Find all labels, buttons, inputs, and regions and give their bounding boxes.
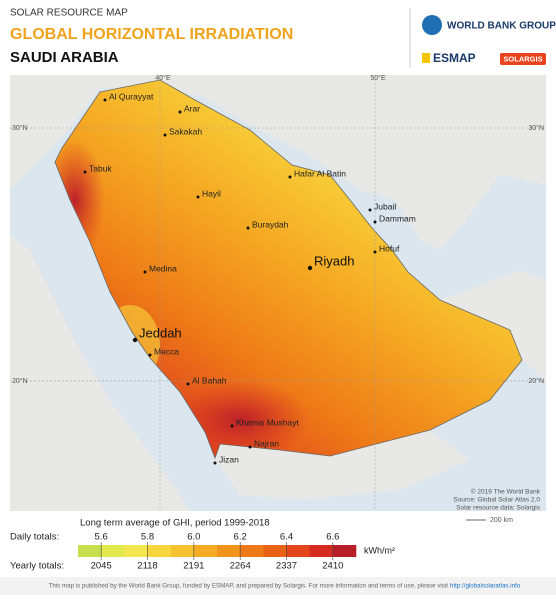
credit: © 2019 The World Bank — [471, 488, 541, 496]
city-label: Mecca — [154, 346, 179, 356]
city-dot — [186, 382, 190, 386]
legend-swatch — [217, 545, 241, 557]
city-dot — [83, 170, 87, 174]
legend-swatch — [240, 545, 264, 557]
scale-label: 200 km — [490, 517, 513, 524]
city-dot — [163, 133, 167, 137]
footer-link[interactable]: http://globalsolaratlas.info — [450, 583, 521, 590]
legend-swatch — [286, 545, 310, 557]
world-bank-logo: WORLD BANK GROUP — [447, 21, 556, 32]
city-dot — [213, 461, 217, 465]
city-label: Jizan — [219, 454, 239, 464]
lat-label: 30°N — [12, 124, 28, 132]
city-label: Sakakah — [169, 126, 202, 136]
city-dot — [373, 250, 377, 254]
city-dot — [132, 337, 138, 343]
city-dot — [103, 98, 107, 102]
footer-text: This map is published by the World Bank … — [49, 583, 449, 590]
city-dot — [148, 353, 152, 357]
city-label: Hafar Al Batin — [294, 168, 346, 178]
city-label: Hayil — [202, 188, 221, 198]
land-north — [10, 75, 546, 250]
city-dot — [143, 270, 147, 274]
solargis-badge — [500, 53, 546, 65]
legend-swatch — [147, 545, 171, 557]
city-dot — [178, 110, 182, 114]
yearly-label: Yearly totals: — [10, 561, 64, 572]
city-label: Dammam — [379, 213, 416, 223]
border — [54, 79, 523, 460]
city-label: Medina — [149, 263, 177, 273]
esmap-logo: ESMAP — [433, 51, 476, 65]
legend-swatch — [263, 545, 287, 557]
land-oman — [440, 270, 546, 380]
city-label: Khamis Mushayt — [236, 417, 299, 427]
city-label: Jeddah — [139, 325, 182, 340]
daily-tick: 6.6 — [326, 532, 339, 543]
city-dot — [230, 424, 234, 428]
city-label: Arar — [184, 103, 200, 113]
city-label: Buraydah — [252, 219, 289, 229]
legend-swatch — [101, 545, 125, 557]
legend-swatch — [193, 545, 218, 557]
lat-label: 20°N — [12, 377, 28, 385]
daily-tick: 6.4 — [280, 532, 293, 543]
legend-swatch — [309, 545, 334, 557]
country: SAUDI ARABIA — [10, 49, 119, 66]
city-dot — [248, 445, 252, 449]
title: GLOBAL HORIZONTAL IRRADIATION — [10, 26, 293, 43]
city-dot — [196, 195, 200, 199]
yearly-tick: 2410 — [322, 561, 343, 572]
yearly-tick: 2118 — [137, 561, 157, 572]
solargis-logo: SOLARGIS — [503, 54, 542, 63]
city-label: Najran — [254, 438, 279, 448]
land-africa — [10, 235, 190, 511]
lon-label: 50°E — [370, 74, 386, 82]
city-dot — [373, 220, 377, 224]
city-label: Al Qurayyat — [109, 91, 154, 101]
daily-tick: 6.0 — [187, 532, 200, 543]
city-dot — [246, 226, 250, 230]
city-dot — [288, 175, 292, 179]
wb-logo-icon — [422, 15, 442, 35]
footer-bg — [0, 577, 556, 595]
daily-tick: 5.8 — [141, 532, 154, 543]
city-dot — [307, 265, 313, 271]
lat-label: 20°N — [528, 377, 544, 385]
city-label: Jubail — [374, 201, 396, 211]
daily-tick: 5.6 — [95, 532, 108, 543]
lon-label: 40°E — [155, 74, 171, 82]
city-label: Riyadh — [314, 253, 354, 268]
legend-title: Long term average of GHI, period 1999-20… — [80, 518, 270, 529]
legend-unit: kWh/m² — [364, 545, 395, 555]
land-yemen — [215, 430, 470, 500]
legend-swatch — [332, 545, 357, 557]
city-label: Hofuf — [379, 243, 400, 253]
legend-swatch — [170, 545, 195, 557]
daily-tick: 6.2 — [234, 532, 247, 543]
kicker: SOLAR RESOURCE MAP — [10, 8, 128, 19]
city-label: Al Bahah — [192, 375, 227, 385]
yearly-tick: 2264 — [230, 561, 251, 572]
yearly-tick: 2191 — [183, 561, 204, 572]
city-label: Tabuk — [89, 163, 112, 173]
lat-label: 30°N — [528, 124, 544, 132]
legend-swatch — [78, 545, 102, 557]
yearly-tick: 2337 — [276, 561, 297, 572]
daily-label: Daily totals: — [10, 532, 59, 543]
credit: Solar resource data: Solargis — [456, 505, 541, 512]
esmap-icon — [422, 53, 430, 63]
graticule-lines — [10, 75, 546, 511]
credit: Source: Global Solar Atlas 2.0 — [453, 497, 540, 504]
map: 40°E 50°E 30°N 30°N 20°N 20°N Al Qurayya… — [10, 74, 546, 512]
yearly-tick: 2045 — [91, 561, 112, 572]
city-dot — [368, 208, 372, 212]
legend-swatch — [124, 545, 148, 557]
